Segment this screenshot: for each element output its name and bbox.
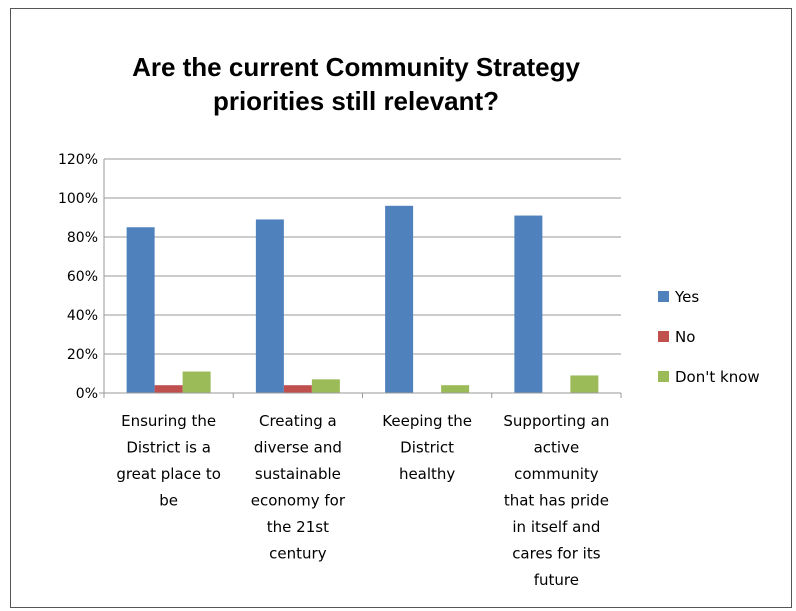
chart-frame: Are the current Community Strategy priori…	[10, 8, 792, 608]
x-category-label: be	[159, 492, 178, 510]
x-category-label: Creating a	[259, 412, 337, 430]
legend-swatch	[658, 291, 669, 302]
x-category-label: community	[514, 465, 599, 483]
x-category-label: great place to	[116, 465, 221, 483]
x-category-label: future	[534, 571, 579, 589]
bar-don-t-know	[570, 375, 599, 393]
x-category-label: District is a	[126, 439, 211, 457]
y-tick-label: 80%	[67, 230, 98, 246]
y-axis: 0% 20% 40% 60% 80% 100% 120%	[58, 152, 105, 402]
x-category-label: sustainable	[255, 465, 341, 483]
bar-yes	[126, 227, 155, 393]
legend: Yes No Don't know	[658, 288, 760, 386]
x-category-label: Keeping the	[382, 412, 472, 430]
y-tick-label: 100%	[58, 191, 98, 207]
legend-swatch	[658, 371, 669, 382]
legend-swatch	[658, 331, 669, 342]
chart-title-line: priorities still relevant?	[213, 86, 499, 116]
x-axis: Ensuring the District is a great place to b…	[99, 392, 622, 589]
x-category-label: in itself and	[512, 518, 600, 536]
bar-yes	[255, 219, 284, 393]
legend-label: Yes	[674, 288, 699, 306]
x-category-label: cares for its	[512, 545, 601, 563]
x-category-label: Supporting an	[503, 412, 609, 430]
bar-don-t-know	[441, 385, 470, 393]
chart-title-line: Are the current Community Strategy	[132, 52, 580, 82]
x-category-label: the 21st	[267, 518, 329, 536]
x-category-label: healthy	[399, 465, 455, 483]
bar-don-t-know	[311, 379, 340, 393]
y-tick-label: 120%	[58, 152, 98, 168]
x-category-label: that has pride	[504, 492, 609, 510]
x-category-label: economy for	[251, 492, 346, 510]
x-category-label: diverse and	[254, 439, 342, 457]
bar-no	[154, 385, 183, 393]
chart-title: Are the current Community Strategy priori…	[132, 52, 580, 116]
y-tick-label: 60%	[67, 269, 98, 285]
bar-don-t-know	[182, 371, 211, 393]
bar-no	[283, 385, 312, 393]
x-category-label: active	[534, 439, 580, 457]
y-tick-label: 20%	[67, 347, 98, 363]
x-category-label: District	[400, 439, 454, 457]
gridlines	[104, 158, 621, 355]
x-category-label: century	[269, 545, 327, 563]
bar-chart: Are the current Community Strategy priori…	[58, 52, 760, 589]
bars	[126, 205, 599, 393]
bar-yes	[385, 205, 414, 393]
x-category-label: Ensuring the	[121, 412, 216, 430]
legend-label: No	[675, 328, 695, 346]
bar-yes	[514, 215, 543, 393]
legend-label: Don't know	[675, 368, 760, 386]
y-tick-label: 40%	[67, 308, 98, 324]
y-tick-label: 0%	[76, 386, 98, 402]
